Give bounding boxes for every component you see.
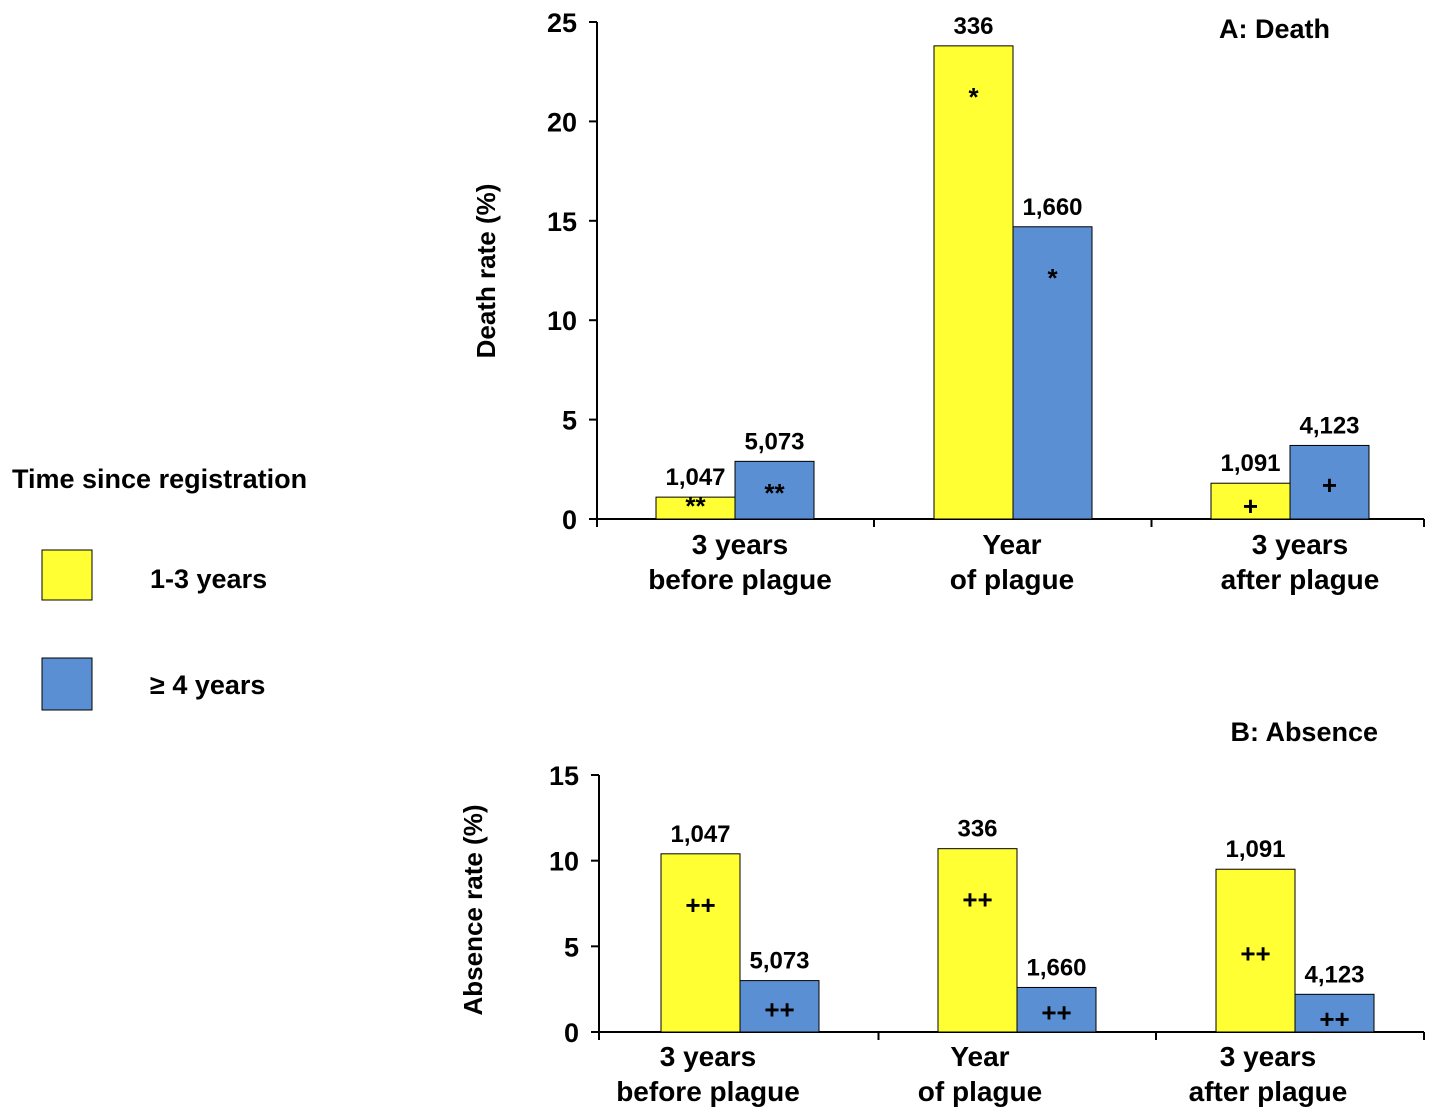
category-label-line1: 3 years: [692, 529, 789, 560]
chart-panel-a-death: A: Death Death rate (%) 05101520251,047*…: [471, 8, 1425, 595]
category-label-line1: 3 years: [1252, 529, 1349, 560]
bar-count-label: 1,091: [1220, 450, 1280, 477]
bar-b-2-1: [1294, 993, 1375, 1033]
bar-a-2-1: [1289, 444, 1370, 520]
bar-count-label: 1,047: [670, 821, 730, 848]
category-label-line2: of plague: [918, 1076, 1042, 1107]
bar-significance-mark: ++: [685, 890, 715, 920]
bar-significance-mark: ++: [1240, 939, 1270, 969]
category-label-line1: 3 years: [1220, 1041, 1317, 1072]
bar-significance-mark: ++: [1319, 1004, 1349, 1034]
y-tick-label-b: 10: [549, 847, 579, 877]
legend-title: Time since registration: [12, 464, 307, 494]
bar-significance-mark: **: [764, 478, 785, 508]
category-label-line1: Year: [950, 1041, 1009, 1072]
bar-count-label: 1,660: [1022, 194, 1082, 221]
y-tick-label-a: 25: [547, 8, 577, 38]
y-tick-label-a: 15: [547, 207, 577, 237]
legend: Time since registration 1-3 years ≥ 4 ye…: [12, 464, 307, 711]
category-label-line2: before plague: [648, 564, 832, 595]
legend-swatch-1-3-years: [41, 549, 93, 601]
y-axis-label-b: Absence rate (%): [458, 805, 488, 1016]
bar-significance-mark: *: [968, 82, 979, 112]
bar-b-0-1: [739, 980, 820, 1033]
bar-significance-mark: **: [685, 491, 706, 521]
bar-b-0-0: [660, 853, 741, 1033]
bar-significance-mark: ++: [1041, 998, 1071, 1028]
y-tick-label-a: 5: [562, 406, 577, 436]
y-axis-label-a: Death rate (%): [471, 184, 501, 359]
bar-b-1-1: [1016, 986, 1097, 1033]
bar-significance-mark: ++: [962, 885, 992, 915]
bar-significance-mark: ++: [764, 994, 794, 1024]
category-label-line2: after plague: [1221, 564, 1380, 595]
category-label-line1: Year: [982, 529, 1041, 560]
y-tick-label-a: 0: [562, 505, 577, 535]
bar-a-1-0: [933, 45, 1014, 520]
bar-count-label: 1,091: [1225, 836, 1285, 863]
legend-label-4-plus-years: ≥ 4 years: [150, 670, 265, 700]
chart-panel-b-absence: B: Absence Absence rate (%) 0 5 10 15 1,047 +…: [458, 717, 1425, 1107]
y-tick-label-a: 10: [547, 306, 577, 336]
legend-label-1-3-years: 1-3 years: [150, 564, 267, 594]
y-tick-label-b: 5: [564, 932, 579, 962]
category-label-line2: of plague: [950, 564, 1074, 595]
category-label-line1: 3 years: [660, 1041, 757, 1072]
bar-count-label: 4,123: [1299, 412, 1359, 439]
bar-a-1-1: [1012, 226, 1093, 520]
chart-title-a: A: Death: [1219, 14, 1330, 44]
bar-count-label: 4,123: [1304, 961, 1364, 988]
bar-significance-mark: +: [1322, 470, 1337, 500]
bar-significance-mark: *: [1047, 263, 1058, 293]
category-label-line2: before plague: [616, 1076, 800, 1107]
y-tick-label-a: 20: [547, 107, 577, 137]
bar-count-label: 1,660: [1026, 954, 1086, 981]
bar-count-label: 1,047: [665, 464, 725, 491]
category-label-line2: after plague: [1189, 1076, 1348, 1107]
y-tick-label-b: 15: [549, 761, 579, 791]
bar-significance-mark: +: [1243, 491, 1258, 521]
chart-title-b: B: Absence: [1230, 717, 1378, 747]
bar-count-label: 5,073: [749, 948, 809, 975]
bar-b-2-0: [1215, 868, 1296, 1033]
bar-count-label: 336: [957, 816, 997, 843]
bar-b-1-0: [937, 848, 1018, 1033]
bar-a-0-1: [734, 460, 815, 520]
bar-count-label: 5,073: [744, 428, 804, 455]
bar-a-2-0: [1210, 482, 1291, 520]
bar-count-label: 336: [953, 13, 993, 40]
y-tick-label-b: 0: [564, 1018, 579, 1048]
legend-swatch-4-plus-years: [41, 657, 93, 711]
